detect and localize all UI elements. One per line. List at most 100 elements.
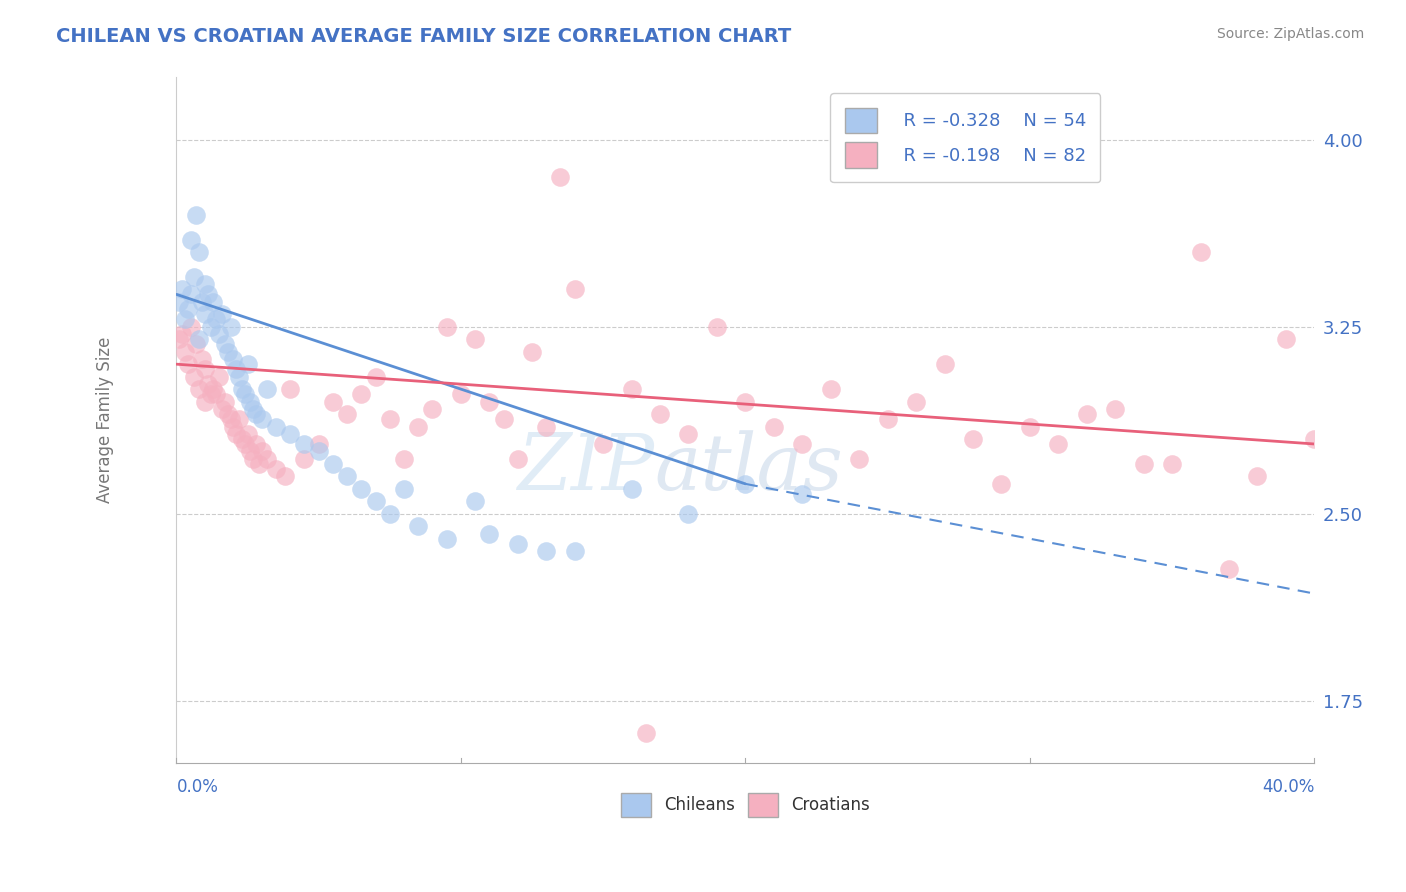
Point [219,412,242,426]
Point [934,357,956,371]
Point [236,357,259,371]
Point [364,369,387,384]
Point [436,532,458,546]
Point [350,387,373,401]
Text: atlas: atlas [654,430,844,507]
Point [194,362,217,376]
Point [233,437,256,451]
Point [848,451,870,466]
Point [188,382,211,396]
Point [336,469,359,483]
Point [180,287,202,301]
Point [678,427,700,442]
Point [1018,419,1040,434]
Point [520,344,543,359]
Point [197,377,219,392]
Point [186,337,208,351]
Point [620,382,643,396]
Point [202,294,225,309]
Point [214,394,236,409]
Point [564,282,586,296]
Point [294,451,316,466]
Point [492,412,515,426]
Point [792,487,814,501]
Point [792,437,814,451]
Text: 40.0%: 40.0% [1263,778,1315,796]
Point [208,369,231,384]
Point [256,382,278,396]
Point [194,394,217,409]
Point [211,307,233,321]
Point [188,244,211,259]
Point [308,437,330,451]
Point [564,544,586,558]
Point [256,451,278,466]
Point [1132,457,1154,471]
Point [1189,244,1212,259]
Point [169,294,191,309]
Point [188,332,211,346]
Point [464,332,486,346]
Point [478,394,501,409]
Point [242,451,264,466]
Point [177,302,200,317]
Point [225,427,247,442]
Point [322,457,344,471]
Point [1275,332,1298,346]
Point [820,382,842,396]
Point [225,362,247,376]
Text: CHILEAN VS CROATIAN AVERAGE FAMILY SIZE CORRELATION CHART: CHILEAN VS CROATIAN AVERAGE FAMILY SIZE … [56,27,792,45]
Point [194,277,217,292]
Point [1218,561,1240,575]
Point [550,170,572,185]
Point [174,344,197,359]
Point [222,419,245,434]
Point [239,444,262,458]
Point [174,312,197,326]
Point [422,402,444,417]
Point [762,419,785,434]
Point [219,319,242,334]
Point [273,469,295,483]
Point [217,407,239,421]
Point [236,427,259,442]
Point [536,544,558,558]
Point [217,344,239,359]
Point [202,382,225,396]
Point [245,407,267,421]
Point [322,394,344,409]
Point [706,319,728,334]
Point [191,352,214,367]
Point [239,394,262,409]
Point [620,482,643,496]
Point [228,412,250,426]
Point [278,427,301,442]
Point [905,394,928,409]
Point [180,233,202,247]
Point [180,319,202,334]
Point [194,307,217,321]
Point [231,432,253,446]
Point [231,382,253,396]
Point [678,507,700,521]
Point [205,387,228,401]
Point [169,332,191,346]
Point [245,437,267,451]
Text: Source: ZipAtlas.com: Source: ZipAtlas.com [1216,27,1364,41]
Text: Average Family Size: Average Family Size [97,337,114,503]
Point [436,319,458,334]
Point [214,337,236,351]
Point [228,369,250,384]
Point [1076,407,1098,421]
Point [242,402,264,417]
Point [392,482,415,496]
Point [200,387,222,401]
Point [264,419,287,434]
Point [278,382,301,396]
Point [450,387,472,401]
Point [197,287,219,301]
Point [183,269,205,284]
Point [634,726,657,740]
Point [200,319,222,334]
Point [1303,432,1326,446]
